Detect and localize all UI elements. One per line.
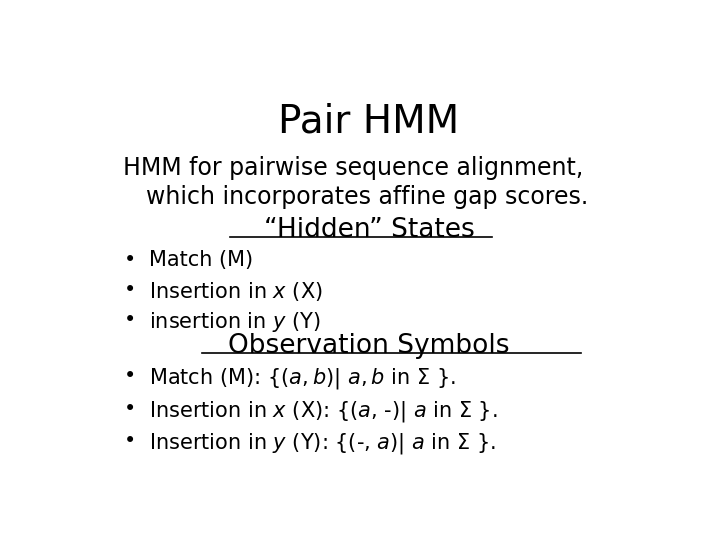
Text: Pair HMM: Pair HMM	[279, 102, 459, 140]
Text: “Hidden” States: “Hidden” States	[264, 217, 474, 242]
Text: •: •	[124, 399, 136, 418]
Text: •: •	[124, 250, 136, 270]
Text: Match (M): {($a, b$)| $a, b$ in Σ }.: Match (M): {($a, b$)| $a, b$ in Σ }.	[148, 366, 455, 391]
Text: •: •	[124, 310, 136, 330]
Text: HMM for pairwise sequence alignment,: HMM for pairwise sequence alignment,	[124, 156, 584, 180]
Text: Insertion in $x$ (X): {($a$, -)| $a$ in Σ }.: Insertion in $x$ (X): {($a$, -)| $a$ in …	[148, 399, 498, 424]
Text: Insertion in $y$ (Y): {(-, $a$)| $a$ in Σ }.: Insertion in $y$ (Y): {(-, $a$)| $a$ in …	[148, 431, 495, 456]
Text: Match (M): Match (M)	[148, 250, 253, 270]
Text: Insertion in $x$ (X): Insertion in $x$ (X)	[148, 280, 323, 303]
Text: •: •	[124, 280, 136, 300]
Text: Observation Symbols: Observation Symbols	[228, 333, 510, 359]
Text: which incorporates affine gap scores.: which incorporates affine gap scores.	[145, 185, 588, 210]
Text: •: •	[124, 431, 136, 451]
Text: •: •	[124, 366, 136, 386]
Text: insertion in $y$ (Y): insertion in $y$ (Y)	[148, 310, 320, 334]
